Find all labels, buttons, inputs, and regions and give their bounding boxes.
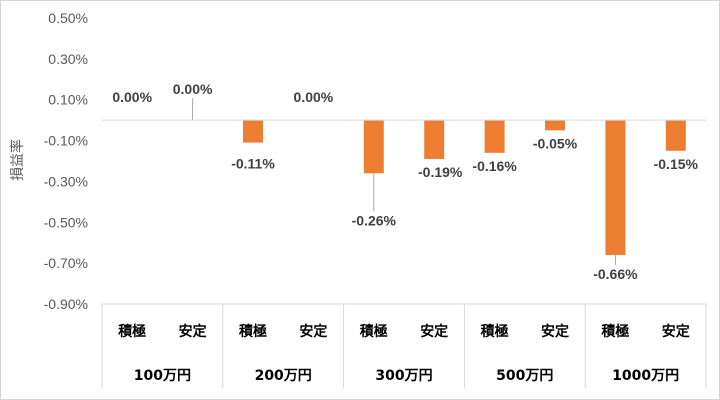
bar — [605, 120, 626, 255]
category-label: 積極 — [480, 323, 509, 340]
data-label: -0.15% — [654, 156, 699, 172]
category-label: 積極 — [359, 323, 388, 340]
y-tick-label: 0.50% — [48, 10, 88, 26]
data-label: 0.00% — [294, 89, 334, 105]
bar — [363, 120, 384, 174]
y-tick-label: 0.30% — [48, 51, 88, 67]
bar — [424, 120, 445, 159]
data-label: -0.19% — [418, 164, 463, 180]
category-label: 安定 — [420, 323, 448, 340]
bar — [243, 120, 263, 143]
category-label: 安定 — [662, 323, 690, 340]
bar — [665, 120, 686, 151]
data-label: -0.05% — [533, 135, 578, 151]
group-label: 200万円 — [255, 368, 312, 384]
group-label: 300万円 — [375, 368, 432, 384]
data-label: -0.66% — [593, 266, 638, 282]
category-label: 安定 — [541, 323, 569, 340]
y-tick-label: -0.50% — [44, 214, 88, 230]
category-label: 積極 — [117, 323, 146, 340]
data-label: 0.00% — [173, 81, 213, 97]
y-tick-label: -0.10% — [44, 133, 88, 149]
y-tick-label: -0.90% — [44, 296, 88, 312]
data-label: 0.00% — [112, 89, 152, 105]
data-label: -0.16% — [472, 158, 517, 174]
data-label: -0.11% — [231, 156, 275, 172]
category-axis: 積極 安定 積極 安定 積極 安定 積極 安定 積極 安定 100万円 200万円 300万円 500万円… — [101, 303, 707, 388]
group-label: 100万円 — [134, 368, 191, 384]
y-axis-label: 損益率 — [9, 139, 26, 181]
data-labels: 0.00% 0.00%-0.11%0.00%-0.26%-0.19% -0.16%-… — [112, 81, 698, 282]
y-tick-label: 0.10% — [48, 92, 88, 108]
category-label: 積極 — [600, 323, 629, 340]
y-tick-label: -0.30% — [44, 173, 88, 189]
group-label: 1000万円 — [612, 368, 679, 384]
y-tick-label: -0.70% — [44, 255, 88, 271]
bar — [545, 120, 565, 131]
category-label: 積極 — [238, 323, 267, 340]
label-connectors — [192, 98, 616, 265]
category-label: 安定 — [299, 323, 327, 340]
bars — [243, 120, 686, 255]
group-label: 500万円 — [496, 368, 553, 384]
data-label: -0.26% — [352, 212, 397, 228]
y-axis-ticks: 0.50% 0.30% 0.10% -0.10% -0.30% -0.50% -0.70% -… — [44, 10, 88, 312]
category-label: 安定 — [179, 323, 207, 340]
bar — [484, 120, 505, 153]
